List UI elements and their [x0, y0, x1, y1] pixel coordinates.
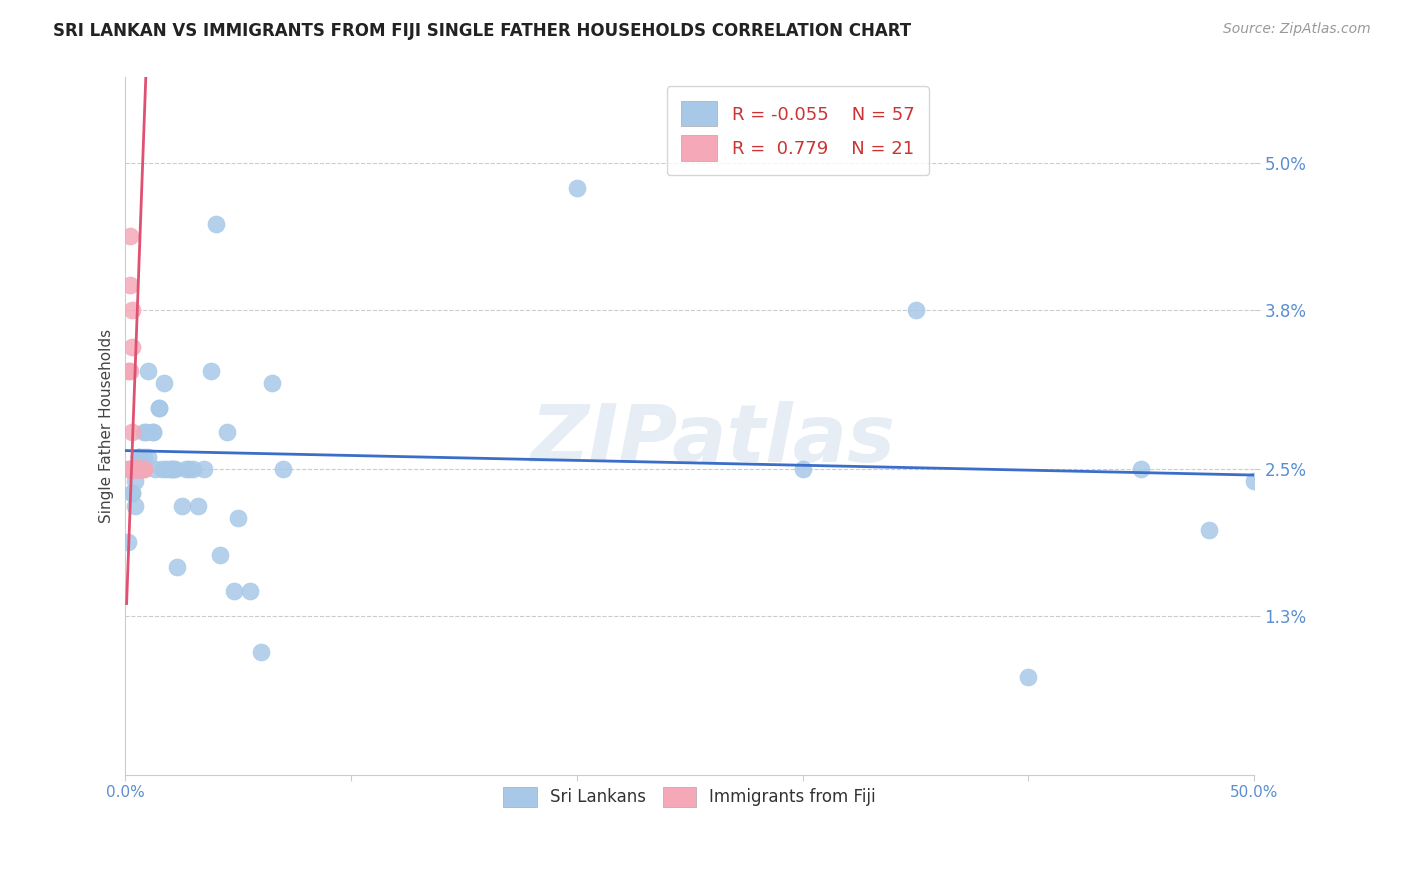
Point: [128, 462, 150, 476]
Point: [129, 462, 152, 476]
Point: [162, 462, 184, 476]
Point: [136, 364, 159, 378]
Point: [128, 462, 150, 476]
Point: [228, 511, 250, 525]
Point: [121, 462, 143, 476]
Point: [209, 548, 232, 562]
Point: [125, 462, 148, 476]
Point: [176, 462, 198, 476]
Point: [124, 462, 146, 476]
Point: [153, 376, 176, 391]
Point: [135, 425, 157, 440]
Point: [124, 462, 146, 476]
Point: [1130, 462, 1153, 476]
Point: [121, 486, 143, 500]
Point: [273, 462, 295, 476]
Point: [565, 180, 588, 194]
Point: [124, 474, 146, 488]
Point: [142, 425, 165, 440]
Point: [222, 584, 245, 599]
Legend: Sri Lankans, Immigrants from Fiji: Sri Lankans, Immigrants from Fiji: [495, 779, 884, 815]
Point: [124, 462, 146, 476]
Point: [128, 462, 150, 476]
Point: [132, 425, 155, 440]
Point: [118, 462, 141, 476]
Point: [132, 462, 155, 476]
Point: [142, 425, 165, 440]
Point: [136, 450, 159, 464]
Point: [904, 302, 927, 317]
Point: [159, 462, 181, 476]
Point: [129, 462, 152, 476]
Point: [121, 340, 143, 354]
Point: [129, 462, 152, 476]
Point: [200, 364, 222, 378]
Point: [159, 462, 181, 476]
Point: [262, 376, 284, 391]
Point: [181, 462, 204, 476]
Point: [143, 462, 166, 476]
Point: [792, 462, 814, 476]
Point: [128, 450, 150, 464]
Point: [193, 462, 215, 476]
Point: [1017, 670, 1039, 684]
Point: [117, 364, 139, 378]
Point: [124, 462, 146, 476]
Point: [170, 499, 193, 513]
Point: [239, 584, 262, 599]
Point: [121, 425, 143, 440]
Text: SRI LANKAN VS IMMIGRANTS FROM FIJI SINGLE FATHER HOUSEHOLDS CORRELATION CHART: SRI LANKAN VS IMMIGRANTS FROM FIJI SINGL…: [53, 22, 911, 40]
Point: [117, 535, 139, 549]
Point: [250, 645, 273, 659]
Point: [125, 462, 148, 476]
Point: [121, 462, 143, 476]
Point: [125, 462, 148, 476]
Point: [118, 364, 141, 378]
Point: [165, 462, 187, 476]
Point: [124, 499, 146, 513]
Point: [155, 462, 177, 476]
Point: [128, 450, 150, 464]
Point: [125, 462, 148, 476]
Point: [121, 302, 143, 317]
Y-axis label: Single Father Households: Single Father Households: [100, 329, 114, 524]
Point: [121, 486, 143, 500]
Point: [129, 462, 152, 476]
Point: [118, 462, 141, 476]
Point: [148, 401, 170, 415]
Point: [125, 462, 148, 476]
Point: [118, 278, 141, 293]
Point: [150, 462, 173, 476]
Point: [1243, 474, 1265, 488]
Text: ZIPatlas: ZIPatlas: [530, 401, 894, 479]
Point: [125, 462, 148, 476]
Point: [132, 462, 155, 476]
Text: Source: ZipAtlas.com: Source: ZipAtlas.com: [1223, 22, 1371, 37]
Point: [117, 462, 139, 476]
Point: [118, 229, 141, 244]
Point: [187, 499, 209, 513]
Point: [177, 462, 200, 476]
Point: [1198, 523, 1220, 537]
Point: [204, 217, 226, 231]
Point: [148, 401, 170, 415]
Point: [132, 450, 155, 464]
Point: [166, 559, 188, 574]
Point: [215, 425, 238, 440]
